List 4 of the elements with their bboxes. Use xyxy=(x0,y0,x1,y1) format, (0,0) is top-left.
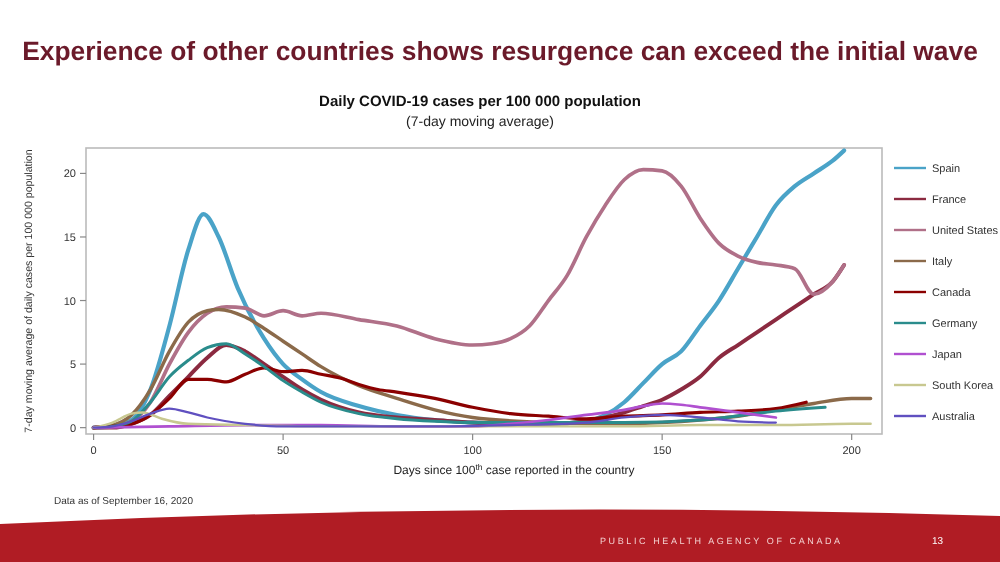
line-series xyxy=(91,366,808,430)
line-series xyxy=(92,407,777,429)
chart-title: Experience of other countries shows resurgence can exceed the initial wave xyxy=(22,36,978,66)
line-series xyxy=(92,411,872,429)
